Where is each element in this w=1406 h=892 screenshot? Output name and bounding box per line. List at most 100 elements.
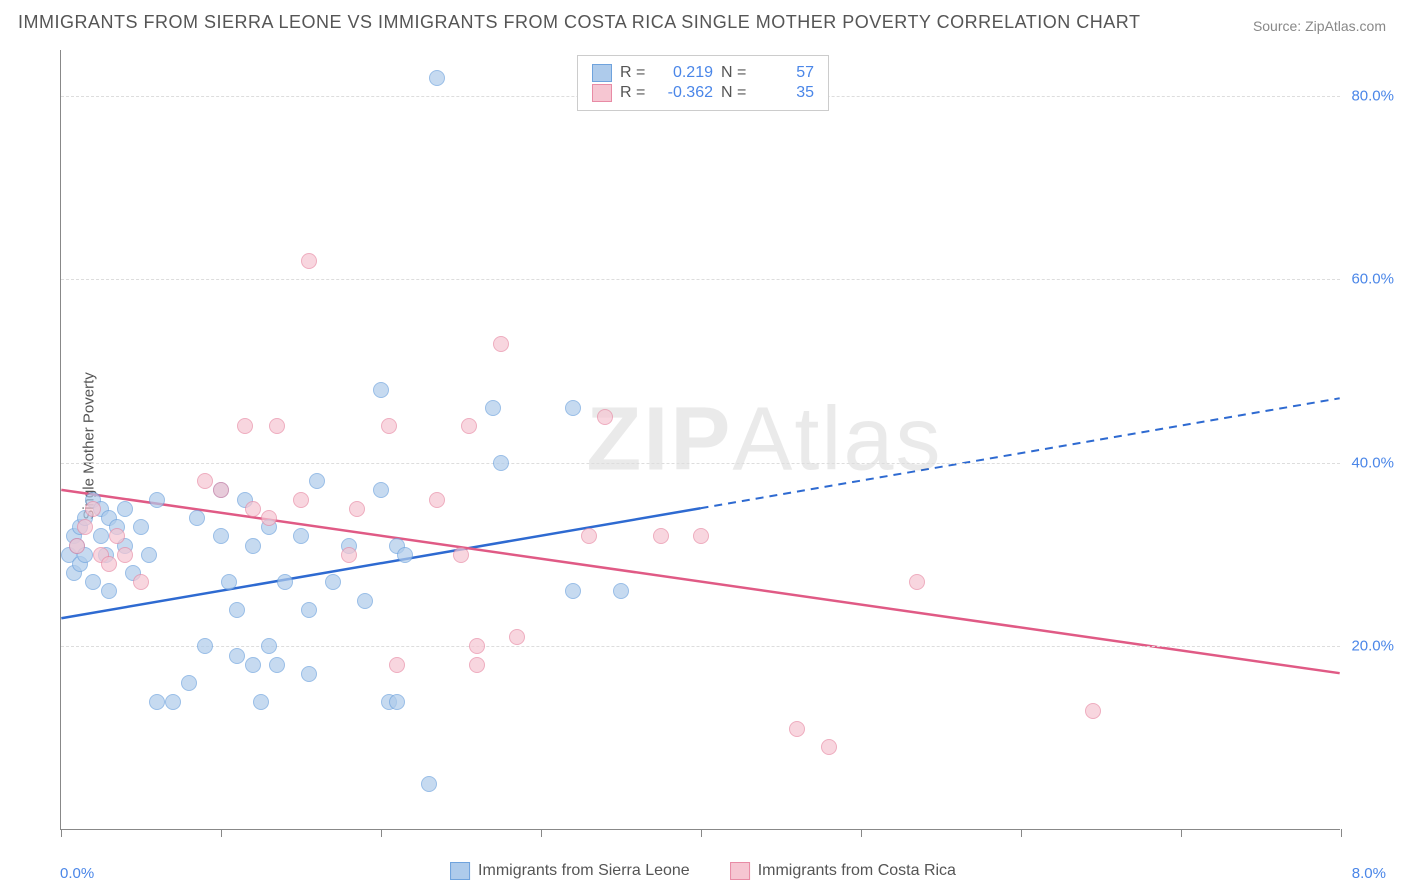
scatter-point	[509, 629, 525, 645]
scatter-point	[117, 501, 133, 517]
scatter-point	[613, 583, 629, 599]
scatter-point	[245, 501, 261, 517]
scatter-point	[261, 638, 277, 654]
series-legend: Immigrants from Sierra Leone Immigrants …	[450, 862, 956, 880]
scatter-point	[213, 482, 229, 498]
scatter-point	[213, 528, 229, 544]
scatter-point	[453, 547, 469, 563]
scatter-point	[469, 657, 485, 673]
scatter-point	[69, 538, 85, 554]
legend-swatch-series-1	[450, 862, 470, 880]
scatter-point	[597, 409, 613, 425]
scatter-point	[101, 556, 117, 572]
x-tick	[1021, 829, 1022, 837]
n-label: N =	[721, 84, 751, 102]
y-tick-label: 80.0%	[1351, 87, 1394, 104]
x-tick	[381, 829, 382, 837]
scatter-point	[133, 519, 149, 535]
scatter-point	[653, 528, 669, 544]
r-value-1: 0.219	[658, 64, 713, 82]
scatter-point	[429, 492, 445, 508]
scatter-point	[269, 418, 285, 434]
x-tick	[861, 829, 862, 837]
x-tick	[1181, 829, 1182, 837]
scatter-point	[469, 638, 485, 654]
correlation-legend-row-1: R = 0.219 N = 57	[592, 64, 814, 82]
scatter-point	[189, 510, 205, 526]
watermark: ZIPAtlas	[586, 388, 942, 491]
scatter-point	[693, 528, 709, 544]
scatter-point	[301, 666, 317, 682]
trend-line-dashed	[701, 398, 1340, 508]
x-tick-label-max: 8.0%	[1352, 865, 1386, 882]
legend-swatch-series-2	[730, 862, 750, 880]
gridline-h	[61, 646, 1340, 647]
scatter-point	[197, 473, 213, 489]
scatter-point	[325, 574, 341, 590]
scatter-point	[77, 519, 93, 535]
trend-line-solid	[61, 508, 700, 618]
scatter-point	[429, 70, 445, 86]
scatter-point	[373, 382, 389, 398]
r-value-2: -0.362	[658, 84, 713, 102]
scatter-point	[821, 739, 837, 755]
r-label: R =	[620, 84, 650, 102]
scatter-point	[221, 574, 237, 590]
correlation-legend-row-2: R = -0.362 N = 35	[592, 84, 814, 102]
scatter-point	[565, 583, 581, 599]
scatter-point	[485, 400, 501, 416]
scatter-point	[133, 574, 149, 590]
scatter-point	[789, 721, 805, 737]
scatter-point	[245, 657, 261, 673]
scatter-point	[181, 675, 197, 691]
scatter-point	[261, 510, 277, 526]
gridline-h	[61, 463, 1340, 464]
scatter-point	[421, 776, 437, 792]
series-legend-item-1: Immigrants from Sierra Leone	[450, 862, 690, 880]
legend-swatch-series-2	[592, 84, 612, 102]
scatter-point	[349, 501, 365, 517]
scatter-point	[389, 694, 405, 710]
y-tick-label: 60.0%	[1351, 271, 1394, 288]
trend-lines-layer	[61, 50, 1340, 829]
x-tick	[701, 829, 702, 837]
watermark-atlas: Atlas	[732, 389, 942, 489]
scatter-point	[253, 694, 269, 710]
scatter-point	[341, 547, 357, 563]
scatter-point	[109, 528, 125, 544]
x-tick	[541, 829, 542, 837]
scatter-point	[85, 574, 101, 590]
series-legend-item-2: Immigrants from Costa Rica	[730, 862, 956, 880]
watermark-zip: ZIP	[586, 389, 732, 489]
scatter-point	[357, 593, 373, 609]
scatter-point	[245, 538, 261, 554]
legend-swatch-series-1	[592, 64, 612, 82]
scatter-point	[373, 482, 389, 498]
x-tick-label-min: 0.0%	[60, 865, 94, 882]
n-label: N =	[721, 64, 751, 82]
scatter-point	[229, 648, 245, 664]
source-attribution: Source: ZipAtlas.com	[1253, 18, 1386, 34]
scatter-point	[301, 253, 317, 269]
scatter-point	[101, 583, 117, 599]
scatter-point	[149, 492, 165, 508]
r-label: R =	[620, 64, 650, 82]
n-value-2: 35	[759, 84, 814, 102]
scatter-point	[117, 547, 133, 563]
chart-container: IMMIGRANTS FROM SIERRA LEONE VS IMMIGRAN…	[0, 0, 1406, 892]
scatter-point	[493, 336, 509, 352]
scatter-point	[93, 528, 109, 544]
scatter-point	[397, 547, 413, 563]
scatter-point	[461, 418, 477, 434]
y-tick-label: 40.0%	[1351, 454, 1394, 471]
x-tick	[221, 829, 222, 837]
plot-area: ZIPAtlas	[60, 50, 1340, 830]
scatter-point	[237, 418, 253, 434]
scatter-point	[85, 501, 101, 517]
scatter-point	[301, 602, 317, 618]
scatter-point	[581, 528, 597, 544]
scatter-point	[269, 657, 285, 673]
scatter-point	[381, 418, 397, 434]
n-value-1: 57	[759, 64, 814, 82]
scatter-point	[293, 492, 309, 508]
